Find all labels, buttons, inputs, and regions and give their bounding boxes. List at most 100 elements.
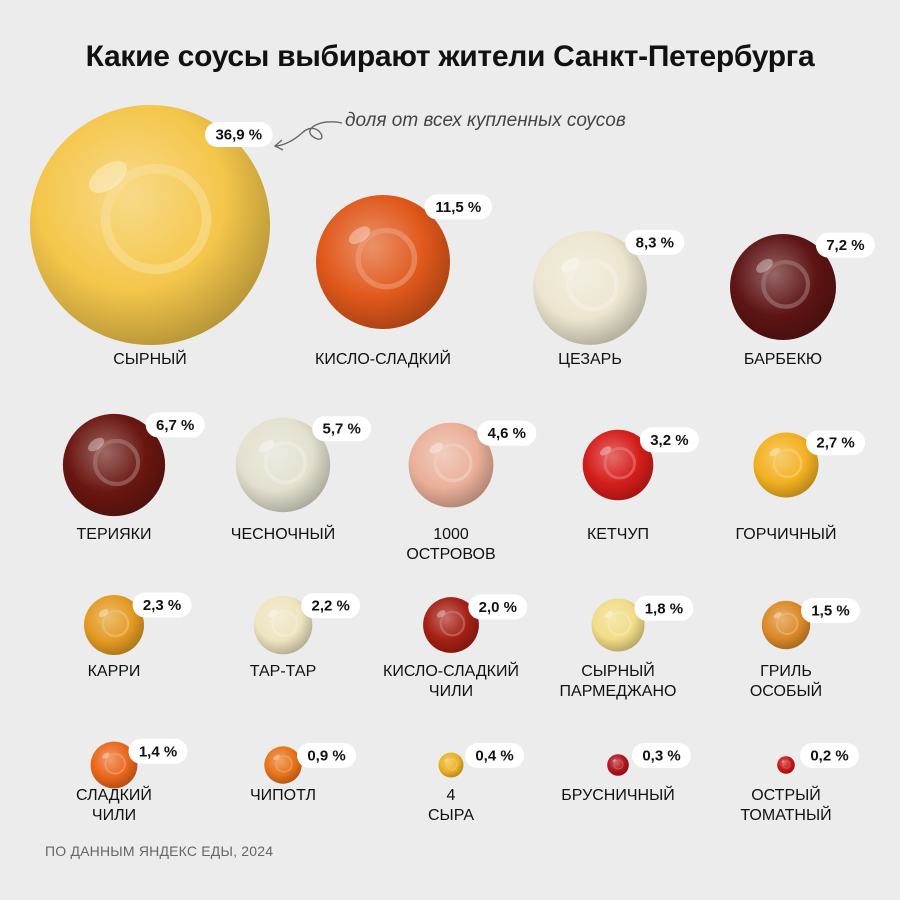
- category-label: КАРРИ: [88, 663, 141, 680]
- category-label: КИСЛО-СЛАДКИЙ: [315, 349, 451, 368]
- value-badge: [815, 232, 875, 258]
- sauce-bubble: [777, 756, 795, 774]
- value-badge: [424, 194, 493, 220]
- sauce-bubble: [607, 754, 629, 776]
- category-label: ЧИПОТЛ: [250, 787, 316, 804]
- sauce-bubble: [90, 741, 138, 789]
- sauce-swirl: [439, 610, 466, 637]
- sauce-bubble: [30, 105, 270, 345]
- value-label: 11,5 %: [435, 199, 481, 216]
- sauce-bubble: [423, 597, 479, 653]
- sauce-bubble: [408, 422, 494, 508]
- sauce-highlight: [273, 755, 280, 760]
- value-badge: [800, 743, 859, 768]
- sauce-bubble: [438, 752, 464, 778]
- sauce-bubble: [253, 595, 313, 655]
- value-badge: [132, 592, 192, 618]
- sauce-swirl: [100, 163, 212, 275]
- value-label: 1,4 %: [139, 743, 177, 760]
- value-label: 5,7 %: [323, 421, 361, 438]
- category-label: ТАР-ТАР: [250, 663, 317, 680]
- sauce-swirl: [275, 755, 293, 773]
- sauce-highlight: [561, 257, 580, 273]
- sauce-highlight: [348, 226, 371, 245]
- sauce-highlight: [89, 161, 127, 193]
- sauce-highlight: [769, 447, 780, 457]
- sauce-highlight: [444, 758, 449, 762]
- category-label: БАРБЕКЮ: [744, 351, 822, 368]
- sauce-highlight: [756, 258, 773, 273]
- value-badge: [801, 598, 860, 623]
- category-label: ЦЕЗАРЬ: [558, 351, 622, 368]
- category-label: ГРИЛЬ ОСОБЫЙ: [750, 663, 822, 700]
- value-label: 4,6 %: [488, 425, 526, 442]
- value-badge: [301, 593, 361, 619]
- sauce-swirl: [104, 753, 126, 775]
- sauce-bubble: [533, 231, 647, 345]
- sauce-swirl: [355, 227, 418, 290]
- value-label: 6,7 %: [156, 417, 194, 434]
- value-label: 2,0 %: [479, 599, 517, 616]
- value-label: 0,2 %: [810, 748, 848, 765]
- value-badge: [639, 427, 699, 453]
- value-badge: [145, 412, 205, 438]
- category-label: СЛАДКИЙ ЧИЛИ: [76, 785, 152, 824]
- sauce-bubble: [753, 432, 819, 498]
- value-badge: [625, 229, 685, 255]
- sauce-highlight: [88, 437, 105, 452]
- value-label: 2,2 %: [312, 598, 350, 615]
- sauce-highlight: [98, 609, 109, 617]
- sauce-swirl: [445, 758, 458, 771]
- sauce-swirl: [603, 447, 636, 480]
- category-label: ГОРЧИЧНЫЙ: [736, 524, 837, 543]
- sauce-swirl: [607, 611, 632, 636]
- sauce-bubble: [316, 195, 450, 329]
- category-label: ТЕРИЯКИ: [77, 526, 152, 543]
- sauce-highlight: [429, 442, 443, 454]
- sauce-highlight: [102, 752, 110, 759]
- sauce-highlight: [773, 612, 782, 619]
- sauce-bubble: [264, 746, 302, 784]
- value-badge: [468, 594, 528, 620]
- sauce-bubble: [730, 234, 836, 340]
- category-label: ЧЕСНОЧНЫЙ: [231, 524, 335, 543]
- value-badge: [465, 743, 524, 768]
- value-badge: [634, 595, 694, 621]
- sauce-bubble: [235, 417, 331, 513]
- sauce-swirl: [613, 759, 624, 770]
- sauce-swirl: [263, 440, 308, 485]
- sauce-swirl: [782, 760, 791, 769]
- value-label: 7,2 %: [826, 237, 864, 254]
- source-note: ПО ДАННЫМ ЯНДЕКС ЕДЫ, 2024: [45, 843, 274, 859]
- value-label: 2,3 %: [143, 597, 181, 614]
- value-label: 0,9 %: [307, 748, 345, 765]
- sauce-highlight: [604, 610, 613, 618]
- sauce-bubble: [62, 413, 166, 517]
- value-badge: [632, 743, 691, 768]
- sauce-bubble: [591, 598, 645, 652]
- value-label: 8,3 %: [636, 234, 674, 251]
- sauce-highlight: [600, 446, 612, 456]
- sauce-highlight: [781, 760, 785, 763]
- sauce-swirl: [761, 259, 811, 309]
- sauce-bubble: [582, 429, 654, 501]
- value-label: 1,8 %: [645, 600, 683, 617]
- value-label: 0,4 %: [475, 748, 513, 765]
- value-label: 2,7 %: [816, 435, 854, 452]
- note-arrow-icon: [275, 121, 343, 147]
- sauce-highlight: [612, 759, 616, 763]
- category-label: 1000 ОСТРОВОВ: [406, 526, 495, 563]
- value-label: 36,9 %: [215, 127, 262, 144]
- value-badge: [477, 420, 537, 446]
- sauce-swirl: [93, 438, 141, 486]
- sauce-highlight: [436, 610, 446, 618]
- value-badge: [128, 738, 188, 764]
- sauce-highlight: [268, 609, 278, 618]
- chart-title: Какие соусы выбирают жители Санкт-Петерб…: [85, 40, 815, 73]
- note-arrowhead-icon: [273, 139, 284, 151]
- category-label: КЕТЧУП: [587, 526, 649, 543]
- sauce-swirl: [101, 609, 130, 638]
- sauce-swirl: [271, 610, 298, 637]
- category-label: КИСЛО-СЛАДКИЙ ЧИЛИ: [383, 661, 519, 700]
